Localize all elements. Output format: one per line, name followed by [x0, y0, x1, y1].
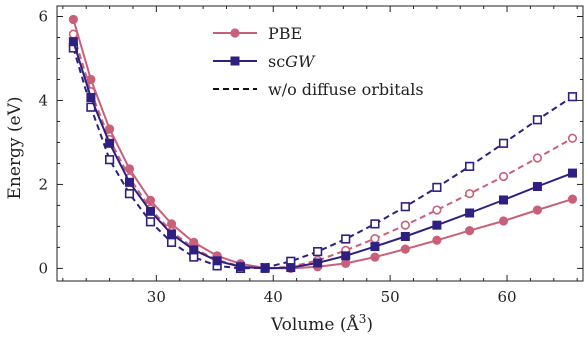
- ticks-layer: 30 40 50 60 0 2 4 6: [38, 6, 583, 306]
- data-point: [432, 220, 442, 230]
- y-tick-label: 0: [38, 259, 48, 277]
- data-point: [260, 263, 270, 273]
- data-point: [498, 138, 509, 148]
- x-axis-label-close: ): [366, 315, 373, 335]
- data-point: [370, 233, 380, 244]
- series-line: [72, 41, 573, 270]
- data-point: [465, 226, 475, 236]
- y-tick-label: 6: [38, 7, 48, 25]
- data-point: [313, 247, 323, 257]
- legend-pbe-marker: [230, 28, 240, 38]
- data-point: [145, 217, 156, 227]
- series-line: [72, 47, 574, 270]
- data-point: [105, 124, 115, 134]
- data-point: [370, 242, 380, 252]
- data-point: [341, 258, 351, 268]
- data-point: [432, 235, 442, 245]
- data-point: [465, 161, 475, 171]
- legend-scgw-label-italic: GW: [285, 52, 316, 71]
- x-tick-label: 40: [264, 288, 283, 306]
- data-point: [498, 216, 509, 226]
- data-point: [567, 194, 578, 204]
- data-point: [567, 133, 578, 143]
- data-point: [567, 168, 577, 178]
- data-point: [465, 208, 475, 218]
- data-point: [532, 182, 542, 192]
- data-point: [212, 256, 222, 266]
- data-point: [105, 155, 115, 165]
- legend-diffuse-label: w/o diffuse orbitals: [268, 80, 424, 99]
- data-point: [532, 153, 543, 163]
- marks-layer: [68, 14, 578, 274]
- data-point: [105, 138, 115, 148]
- data-point: [567, 92, 578, 102]
- x-axis-label: Volume (Å3): [270, 312, 373, 335]
- data-point: [498, 171, 509, 182]
- data-point: [189, 237, 199, 247]
- y-tick-label: 2: [38, 175, 48, 193]
- data-point: [341, 234, 351, 244]
- data-point: [68, 14, 78, 25]
- data-point: [146, 206, 156, 216]
- data-point: [167, 229, 177, 239]
- data-point: [166, 219, 177, 229]
- data-point: [400, 244, 410, 254]
- data-point: [313, 258, 323, 268]
- data-point: [145, 195, 156, 205]
- data-point: [432, 182, 442, 192]
- data-point: [86, 74, 96, 85]
- data-point: [236, 262, 246, 272]
- data-point: [124, 177, 134, 187]
- y-axis-label: Energy (eV): [5, 96, 25, 199]
- data-point: [341, 251, 351, 261]
- series-line: [72, 33, 573, 270]
- data-point: [432, 205, 442, 215]
- x-tick-label: 50: [381, 288, 400, 306]
- data-point: [370, 219, 380, 229]
- data-point: [370, 252, 380, 262]
- data-point: [124, 189, 135, 199]
- data-point: [286, 263, 296, 273]
- data-point: [86, 93, 96, 103]
- legend: PBE scGW w/o diffuse orbitals: [213, 24, 424, 99]
- data-point: [400, 231, 410, 241]
- data-point: [124, 164, 135, 174]
- data-point: [532, 115, 543, 125]
- data-point: [499, 195, 509, 205]
- data-point: [465, 189, 475, 199]
- legend-scgw-label-prefix: sc: [268, 52, 285, 71]
- data-point: [166, 237, 177, 247]
- data-point: [189, 245, 199, 255]
- y-tick-label: 4: [38, 91, 48, 109]
- data-point: [532, 205, 543, 215]
- legend-scgw-marker: [230, 56, 240, 66]
- series-line: [72, 19, 573, 270]
- x-tick-label: 30: [147, 288, 166, 306]
- x-axis-label-main: Volume (Å: [270, 314, 360, 335]
- legend-scgw-label: scGW: [268, 52, 316, 71]
- data-point: [400, 202, 410, 212]
- data-point: [68, 37, 78, 47]
- x-axis-label-superscript: 3: [359, 312, 367, 326]
- data-point: [400, 220, 410, 230]
- x-tick-label: 60: [497, 288, 516, 306]
- legend-pbe-label: PBE: [268, 24, 302, 43]
